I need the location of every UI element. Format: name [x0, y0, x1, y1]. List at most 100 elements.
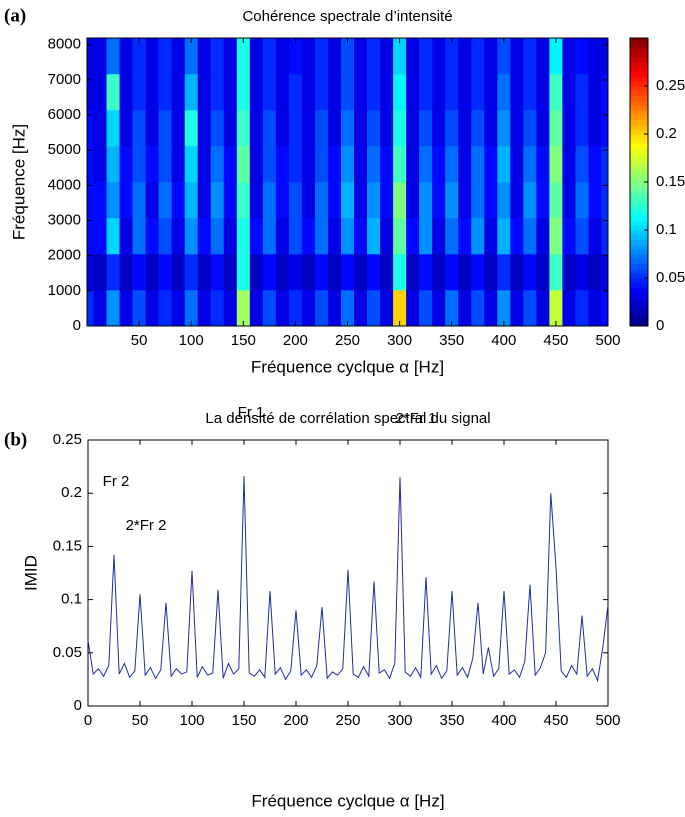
- heatmap-cell: [223, 38, 238, 75]
- colorbar-segment: [630, 95, 648, 101]
- heatmap-cell: [106, 38, 120, 75]
- heatmap-cell: [314, 146, 329, 183]
- heatmap-cell: [484, 218, 498, 255]
- heatmap-cell: [93, 38, 107, 75]
- heatmap-cell: [471, 110, 485, 147]
- panel-label: (a): [4, 5, 26, 26]
- heatmap-cell: [588, 38, 602, 75]
- heatmap-cell: [132, 290, 146, 326]
- heatmap-cell: [210, 254, 225, 291]
- heatmap-cell: [380, 38, 394, 75]
- colorbar-segment: [630, 134, 648, 140]
- colorbar-segment: [630, 90, 648, 97]
- heatmap-cell: [197, 290, 212, 326]
- colorbar-segment: [630, 42, 648, 49]
- heatmap-cell: [327, 182, 342, 219]
- heatmap-cell: [301, 254, 316, 291]
- heatmap-cell: [588, 254, 602, 291]
- heatmap-cell: [171, 182, 185, 219]
- heatmap-cell: [301, 110, 316, 147]
- colorbar-segment: [630, 62, 648, 68]
- annotation: 2*Fr 2: [126, 517, 167, 534]
- heatmap-cell: [445, 182, 459, 219]
- heatmap-cell: [445, 254, 459, 291]
- colorbar-segment: [630, 191, 648, 197]
- heatmap-cell: [171, 110, 185, 147]
- heatmap-cell: [301, 182, 316, 219]
- heatmap-cell: [536, 182, 550, 219]
- heatmap-cell: [223, 254, 238, 291]
- heatmap-cell: [406, 218, 420, 255]
- heatmap-cell: [510, 38, 524, 75]
- heatmap-cell: [158, 146, 172, 183]
- colorbar-segment: [630, 306, 648, 313]
- heatmap-cell: [380, 254, 394, 291]
- heatmap-cell: [275, 182, 290, 219]
- heatmap-cell: [106, 74, 120, 111]
- heatmap-cell: [275, 38, 290, 75]
- heatmap-cell: [87, 182, 94, 219]
- colorbar-segment: [630, 182, 648, 188]
- heatmap-cell: [223, 146, 238, 183]
- colorbar-segment: [630, 282, 648, 289]
- heatmap-cell: [223, 182, 238, 219]
- colorbar-segment: [630, 158, 648, 164]
- heatmap-cell: [288, 254, 303, 291]
- heatmap-cell: [432, 38, 446, 75]
- x-tick-label: 50: [132, 712, 149, 729]
- heatmap-cell: [458, 110, 472, 147]
- heatmap-cell: [119, 146, 133, 183]
- colorbar-segment: [630, 239, 648, 245]
- heatmap-cell: [575, 74, 589, 111]
- heatmap-cell: [354, 74, 368, 111]
- heatmap-cell: [249, 290, 264, 326]
- heatmap-cell: [301, 74, 316, 111]
- heatmap-cell: [119, 254, 133, 291]
- x-axis-label: Fréquence cyclque α [Hz]: [251, 357, 444, 376]
- heatmap-cell: [393, 110, 407, 147]
- colorbar-segment: [630, 38, 648, 44]
- colorbar-segment: [630, 47, 648, 53]
- heatmap-cell: [510, 146, 524, 183]
- heatmap-cell: [536, 290, 550, 326]
- x-tick-label: 200: [283, 712, 308, 729]
- heatmap-cell: [262, 38, 277, 75]
- heatmap-cell: [93, 218, 107, 255]
- heatmap-cell: [210, 110, 225, 147]
- heatmap-cell: [380, 110, 394, 147]
- colorbar-segment: [630, 129, 648, 135]
- heatmap-cell: [145, 218, 159, 255]
- plot-frame: [86, 37, 609, 327]
- heatmap-cell: [562, 290, 576, 326]
- colorbar-segment: [630, 76, 648, 82]
- heatmap-cell: [132, 38, 146, 75]
- heatmap-cell: [523, 254, 537, 291]
- heatmap-cell: [171, 254, 185, 291]
- heatmap-cell: [184, 38, 199, 75]
- heatmap-cell: [588, 110, 602, 147]
- heatmap-cell: [184, 110, 199, 147]
- heatmap-cell: [158, 218, 172, 255]
- heatmap-cell: [406, 38, 420, 75]
- heatmap-cell: [419, 290, 433, 326]
- heatmap-cell: [327, 254, 342, 291]
- colorbar-segment: [630, 124, 648, 130]
- heatmap-cell: [419, 218, 433, 255]
- heatmap-cell: [445, 218, 459, 255]
- heatmap-cell: [354, 290, 368, 326]
- heatmap-cell: [340, 74, 355, 111]
- heatmap-cell: [93, 110, 107, 147]
- heatmap-cell: [562, 38, 576, 75]
- colorbar-segment: [630, 273, 648, 279]
- heatmap-cell: [236, 182, 251, 219]
- heatmap-cell: [380, 146, 394, 183]
- heatmap-cell: [145, 74, 159, 111]
- colorbar-segment: [630, 196, 648, 202]
- heatmap-cell: [484, 146, 498, 183]
- x-tick-label: 400: [491, 712, 516, 729]
- heatmap-cell: [588, 218, 602, 255]
- heatmap-cell: [171, 218, 185, 255]
- heatmap-cell: [523, 218, 537, 255]
- heatmap-cell: [288, 74, 303, 111]
